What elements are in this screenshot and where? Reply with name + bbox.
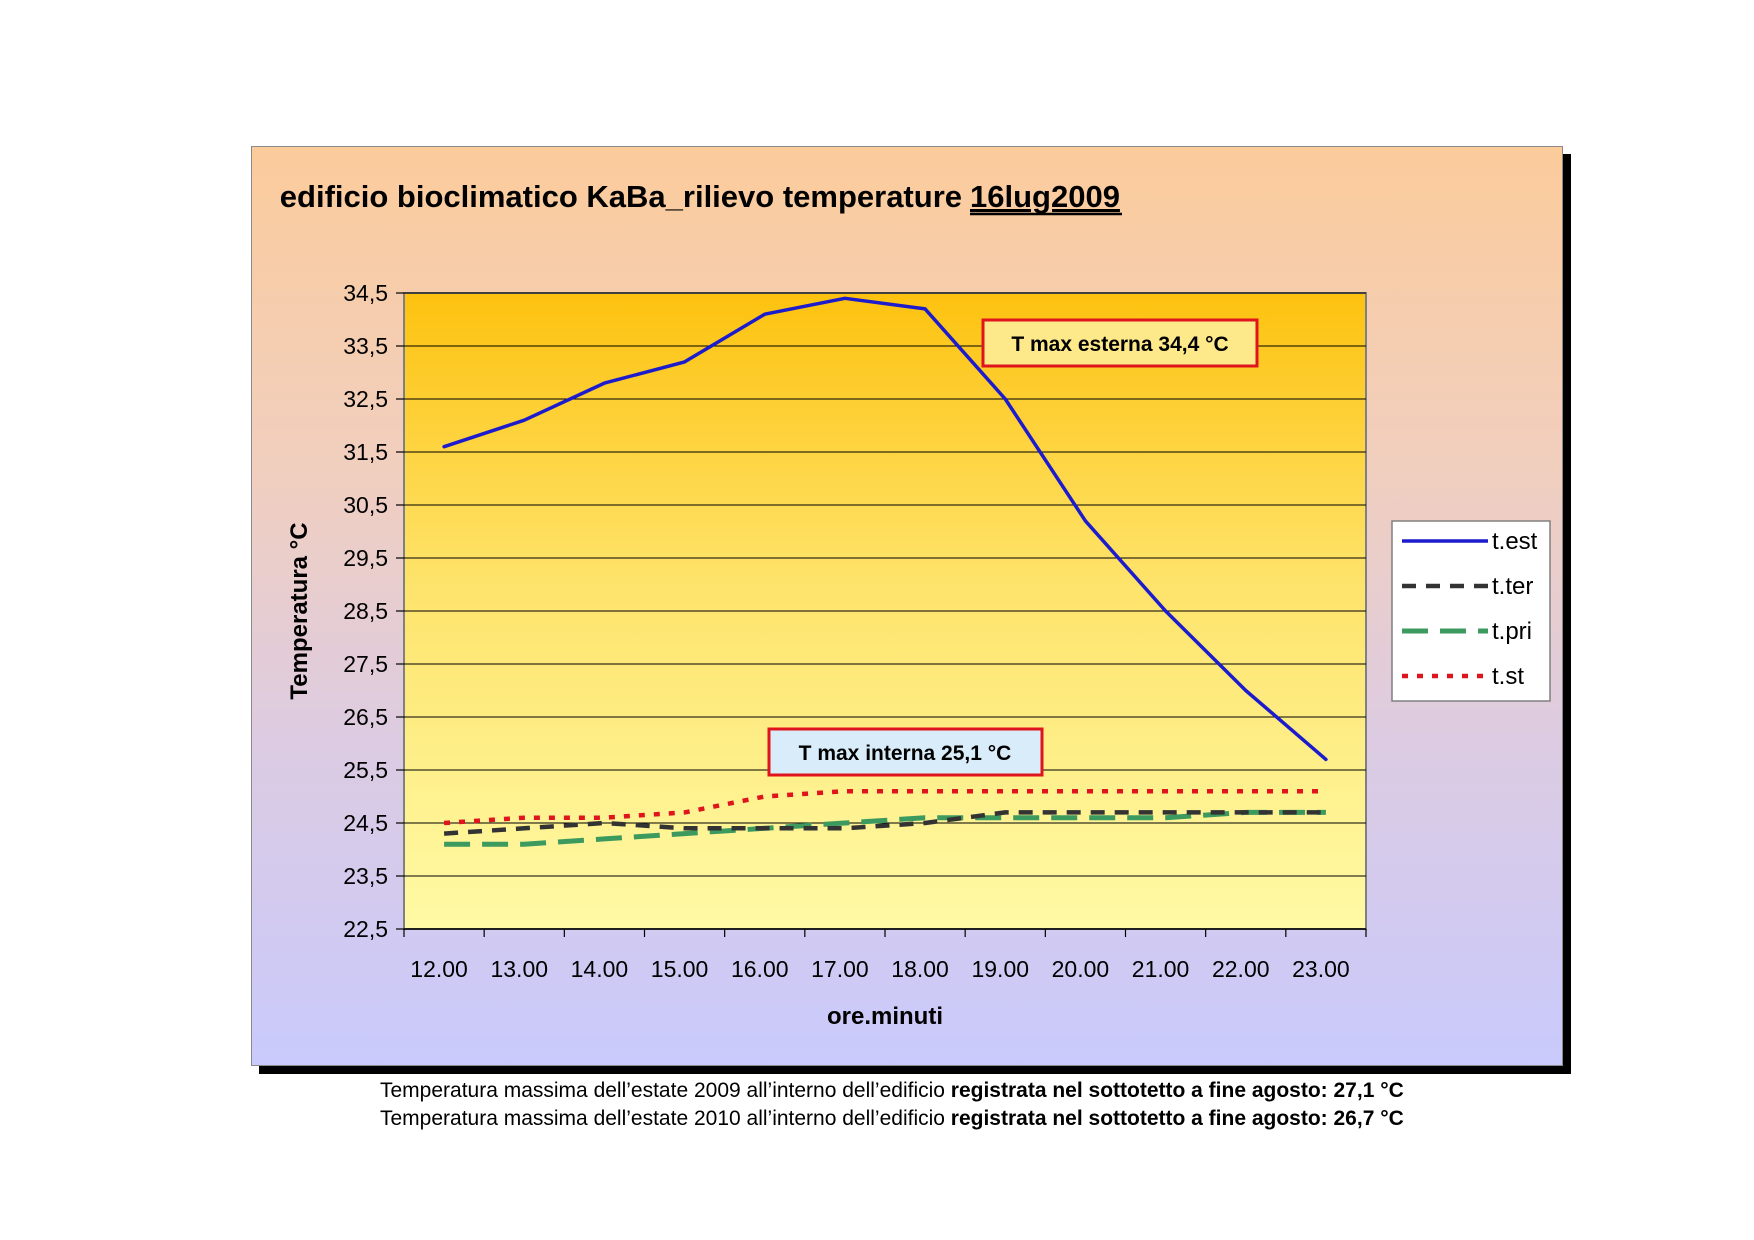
chart-title-date: 16lug2009 [970, 179, 1120, 214]
y-tick-label: 24,5 [343, 810, 388, 836]
chart-frame: edificio bioclimatico KaBa_rilievo tempe… [251, 146, 1563, 1066]
footnote-2009-bold: registrata nel sottotetto a fine agosto:… [950, 1079, 1404, 1102]
legend-label-t-st: t.st [1492, 663, 1524, 690]
annotation-max-internal: T max interna 25,1 °C [799, 742, 1012, 765]
x-tick-label: 23.00 [1292, 956, 1350, 982]
y-tick-label: 23,5 [343, 863, 388, 889]
x-tick-label: 20.00 [1052, 956, 1110, 982]
annotation-max-internal-box [767, 727, 1044, 777]
y-tick-label: 29,5 [343, 545, 388, 571]
y-tick-label: 25,5 [343, 757, 388, 783]
x-tick-label: 19.00 [971, 956, 1029, 982]
footnote-2010-bold: registrata nel sottotetto a fine agosto:… [950, 1107, 1404, 1130]
annotation-max-external-box [981, 318, 1259, 368]
y-tick-label: 31,5 [343, 439, 388, 465]
footnote-2010: Temperatura massima dell’estate 2010 all… [380, 1105, 1580, 1133]
series-line-t-st [443, 788, 1326, 826]
series-line-t-est [442, 296, 1328, 762]
y-tick-label: 32,5 [343, 386, 388, 412]
x-tick-label: 15.00 [651, 956, 709, 982]
x-axis-title: ore.minuti [827, 1003, 943, 1030]
y-tick-label: 27,5 [343, 651, 388, 677]
x-tick-label: 14.00 [571, 956, 629, 982]
axis-layer: 22,5 23,5 24,5 25,5 26,5 27,5 28,5 29,5 30,5 31,5… [343, 280, 1367, 982]
x-tick-label: 17.00 [811, 956, 869, 982]
legend-label-t-pri: t.pri [1492, 618, 1532, 645]
footnote-2009-text: Temperatura massima dell’estate 2009 all… [380, 1079, 951, 1102]
series-layer [442, 296, 1328, 847]
y-tick-label: 28,5 [343, 598, 388, 624]
x-tick-label: 12.00 [410, 956, 468, 982]
legend: t.est t.ter t.pri t.st [1391, 520, 1551, 702]
y-tick-label: 33,5 [343, 333, 388, 359]
y-tick-label: 30,5 [343, 492, 388, 518]
y-tick-label: 34,5 [343, 280, 388, 306]
y-tick-label: 22,5 [343, 916, 388, 942]
x-tick-label: 18.00 [891, 956, 949, 982]
series-line-t-ter [443, 810, 1326, 836]
legend-label-t-ter: t.ter [1492, 573, 1533, 600]
legend-box [1391, 520, 1551, 702]
grid-layer [404, 292, 1366, 877]
x-tick-label: 13.00 [490, 956, 548, 982]
x-tick-label: 22.00 [1212, 956, 1270, 982]
footnotes: Temperatura massima dell’estate 2009 all… [380, 1077, 1580, 1133]
footnote-2010-text: Temperatura massima dell’estate 2010 all… [380, 1107, 951, 1130]
chart-title: edificio bioclimatico KaBa_rilievo tempe… [280, 179, 962, 214]
annotation-max-external: T max esterna 34,4 °C [1011, 333, 1228, 356]
series-line-t-pri [444, 809, 1326, 847]
x-tick-label: 16.00 [731, 956, 789, 982]
chart-svg: edificio bioclimatico KaBa_rilievo tempe… [280, 179, 1551, 1030]
footnote-2009: Temperatura massima dell’estate 2009 all… [380, 1077, 1580, 1105]
y-tick-label: 26,5 [343, 704, 388, 730]
legend-label-t-est: t.est [1492, 528, 1538, 555]
x-tick-label: 21.00 [1132, 956, 1190, 982]
y-axis-title: Temperatura °C [286, 522, 313, 699]
